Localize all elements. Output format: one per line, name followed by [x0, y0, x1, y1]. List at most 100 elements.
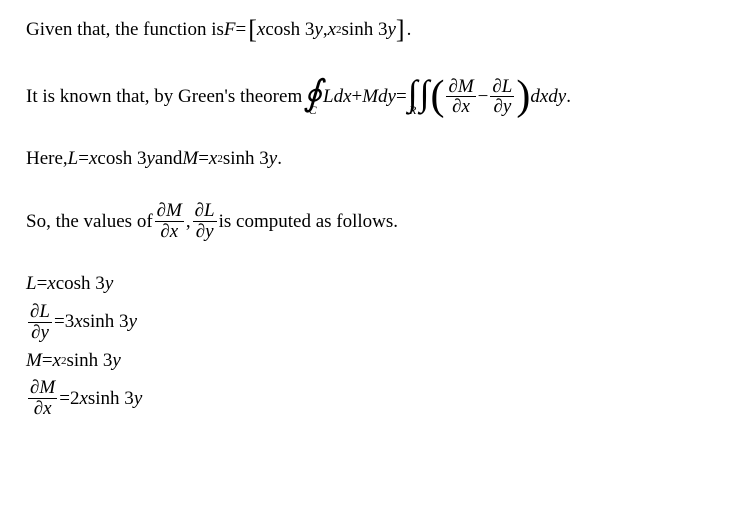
- int-sub: R: [409, 106, 416, 116]
- p4-lead: So, the values of: [26, 210, 153, 234]
- l1-L: L: [26, 272, 37, 296]
- p1-x1: x: [257, 18, 265, 42]
- l1-eq: =: [37, 272, 48, 296]
- p1-F: F: [224, 18, 236, 42]
- line-dMdx: ∂M ∂x = 2 x sinh 3 y: [26, 378, 706, 419]
- p3-and: and: [155, 147, 182, 171]
- para-4: So, the values of ∂M ∂x , ∂L ∂y is compu…: [26, 201, 706, 242]
- p2-minus: −: [478, 85, 489, 109]
- l4-eq: =: [59, 387, 70, 411]
- dL-den-y: y: [503, 96, 511, 117]
- p2-Mdy: Mdy: [362, 85, 396, 109]
- lp: (: [430, 78, 444, 116]
- dL-den-d: ∂: [493, 96, 502, 117]
- l2-sinh: sinh 3: [83, 310, 129, 334]
- p3-lead: Here,: [26, 147, 68, 171]
- l3-x: x: [53, 349, 61, 373]
- p4-tail: is computed as follows.: [219, 210, 398, 234]
- frac-dLdy-2: ∂L ∂y: [193, 201, 217, 242]
- para-5: L = x cosh 3 y ∂L ∂y = 3 x sinh 3 y M: [26, 272, 706, 419]
- dL-num-d: ∂: [492, 76, 501, 97]
- p4n2: M: [166, 200, 182, 221]
- l4n1: ∂: [30, 377, 39, 398]
- p1-lead: Given that, the function is: [26, 18, 224, 42]
- p3-sinh: sinh 3: [223, 147, 269, 171]
- para-1: Given that, the function is F = [ x cosh…: [26, 14, 706, 47]
- page: Given that, the function is F = [ x cosh…: [0, 0, 732, 419]
- p2-dxdy: dxdy: [530, 85, 566, 109]
- p3-x2: x: [209, 147, 217, 171]
- l4d2: x: [43, 398, 51, 419]
- bracket-right: ]: [396, 14, 405, 47]
- p2-Ldx: Ldx: [323, 85, 352, 109]
- l2-eq: =: [54, 310, 65, 334]
- bracket-left: [: [248, 14, 257, 47]
- p3-y2: y: [269, 147, 277, 171]
- p3-L: L: [68, 147, 79, 171]
- p4d2: x: [170, 221, 178, 242]
- p3-eq: =: [78, 147, 89, 171]
- frac-dMdx: ∂M ∂x: [446, 77, 475, 118]
- oint-sub: C: [309, 106, 317, 116]
- p3-eq2: =: [198, 147, 209, 171]
- int2-sub: [423, 106, 426, 116]
- p3-cosh: cosh 3: [97, 147, 146, 171]
- line-dLdy: ∂L ∂y = 3 x sinh 3 y: [26, 302, 706, 343]
- l4-y: y: [134, 387, 142, 411]
- l2d2: y: [40, 322, 48, 343]
- l4-2: 2: [70, 387, 80, 411]
- frac-dLdy: ∂L ∂y: [490, 77, 514, 118]
- dL-num-L: L: [502, 76, 513, 97]
- l3-M: M: [26, 349, 42, 373]
- int2: ∫: [420, 79, 430, 115]
- p3-y1: y: [146, 147, 154, 171]
- l3-y: y: [112, 349, 120, 373]
- p4-comma: ,: [186, 210, 191, 234]
- p1-y1: y: [314, 18, 322, 42]
- p2-eq: =: [396, 85, 407, 109]
- l2-3: 3: [65, 310, 75, 334]
- p3-M: M: [182, 147, 198, 171]
- p4n1: ∂: [157, 200, 166, 221]
- l4n2: M: [39, 377, 55, 398]
- l4d1: ∂: [34, 398, 43, 419]
- line-L: L = x cosh 3 y: [26, 272, 706, 296]
- p1-cosh: cosh 3: [265, 18, 314, 42]
- para-2: It is known that, by Green's theorem ∮ C…: [26, 77, 706, 118]
- p4d3: ∂: [196, 221, 205, 242]
- oint: ∮ C: [303, 79, 322, 115]
- l1-y: y: [105, 272, 113, 296]
- line-M: M = x 2 sinh 3 y: [26, 349, 706, 373]
- frac-dMdx-2: ∂M ∂x: [155, 201, 184, 242]
- l1-x: x: [47, 272, 55, 296]
- p2-dot: .: [566, 85, 571, 109]
- p4d1: ∂: [160, 221, 169, 242]
- int1: ∫ R: [408, 79, 418, 115]
- para-3: Here, L = x cosh 3 y and M = x 2 sinh 3 …: [26, 147, 706, 171]
- rp: ): [516, 78, 530, 116]
- l4-x: x: [79, 387, 87, 411]
- l2-y: y: [129, 310, 137, 334]
- frac-dMdx-3: ∂M ∂x: [28, 378, 57, 419]
- dM-num-M: M: [458, 76, 474, 97]
- p1-y2: y: [387, 18, 395, 42]
- dM-den-x: x: [462, 96, 470, 117]
- p2-lead: It is known that, by Green's theorem: [26, 85, 302, 109]
- dM-num-d: ∂: [448, 76, 457, 97]
- p4n3: ∂: [195, 200, 204, 221]
- l3-sinh: sinh 3: [66, 349, 112, 373]
- p1-sinh: sinh 3: [342, 18, 388, 42]
- l4-sinh: sinh 3: [88, 387, 134, 411]
- p2-plus: +: [352, 85, 363, 109]
- frac-dLdy-3: ∂L ∂y: [28, 302, 52, 343]
- p1-eq: =: [236, 18, 247, 42]
- p4n4: L: [204, 200, 215, 221]
- p1-dot: .: [407, 18, 412, 42]
- p1-x2: x: [328, 18, 336, 42]
- l3-eq: =: [42, 349, 53, 373]
- dM-den-d: ∂: [452, 96, 461, 117]
- l1-cosh: cosh 3: [56, 272, 105, 296]
- p4d4: y: [205, 221, 213, 242]
- l2n2: L: [39, 301, 50, 322]
- l2n1: ∂: [30, 301, 39, 322]
